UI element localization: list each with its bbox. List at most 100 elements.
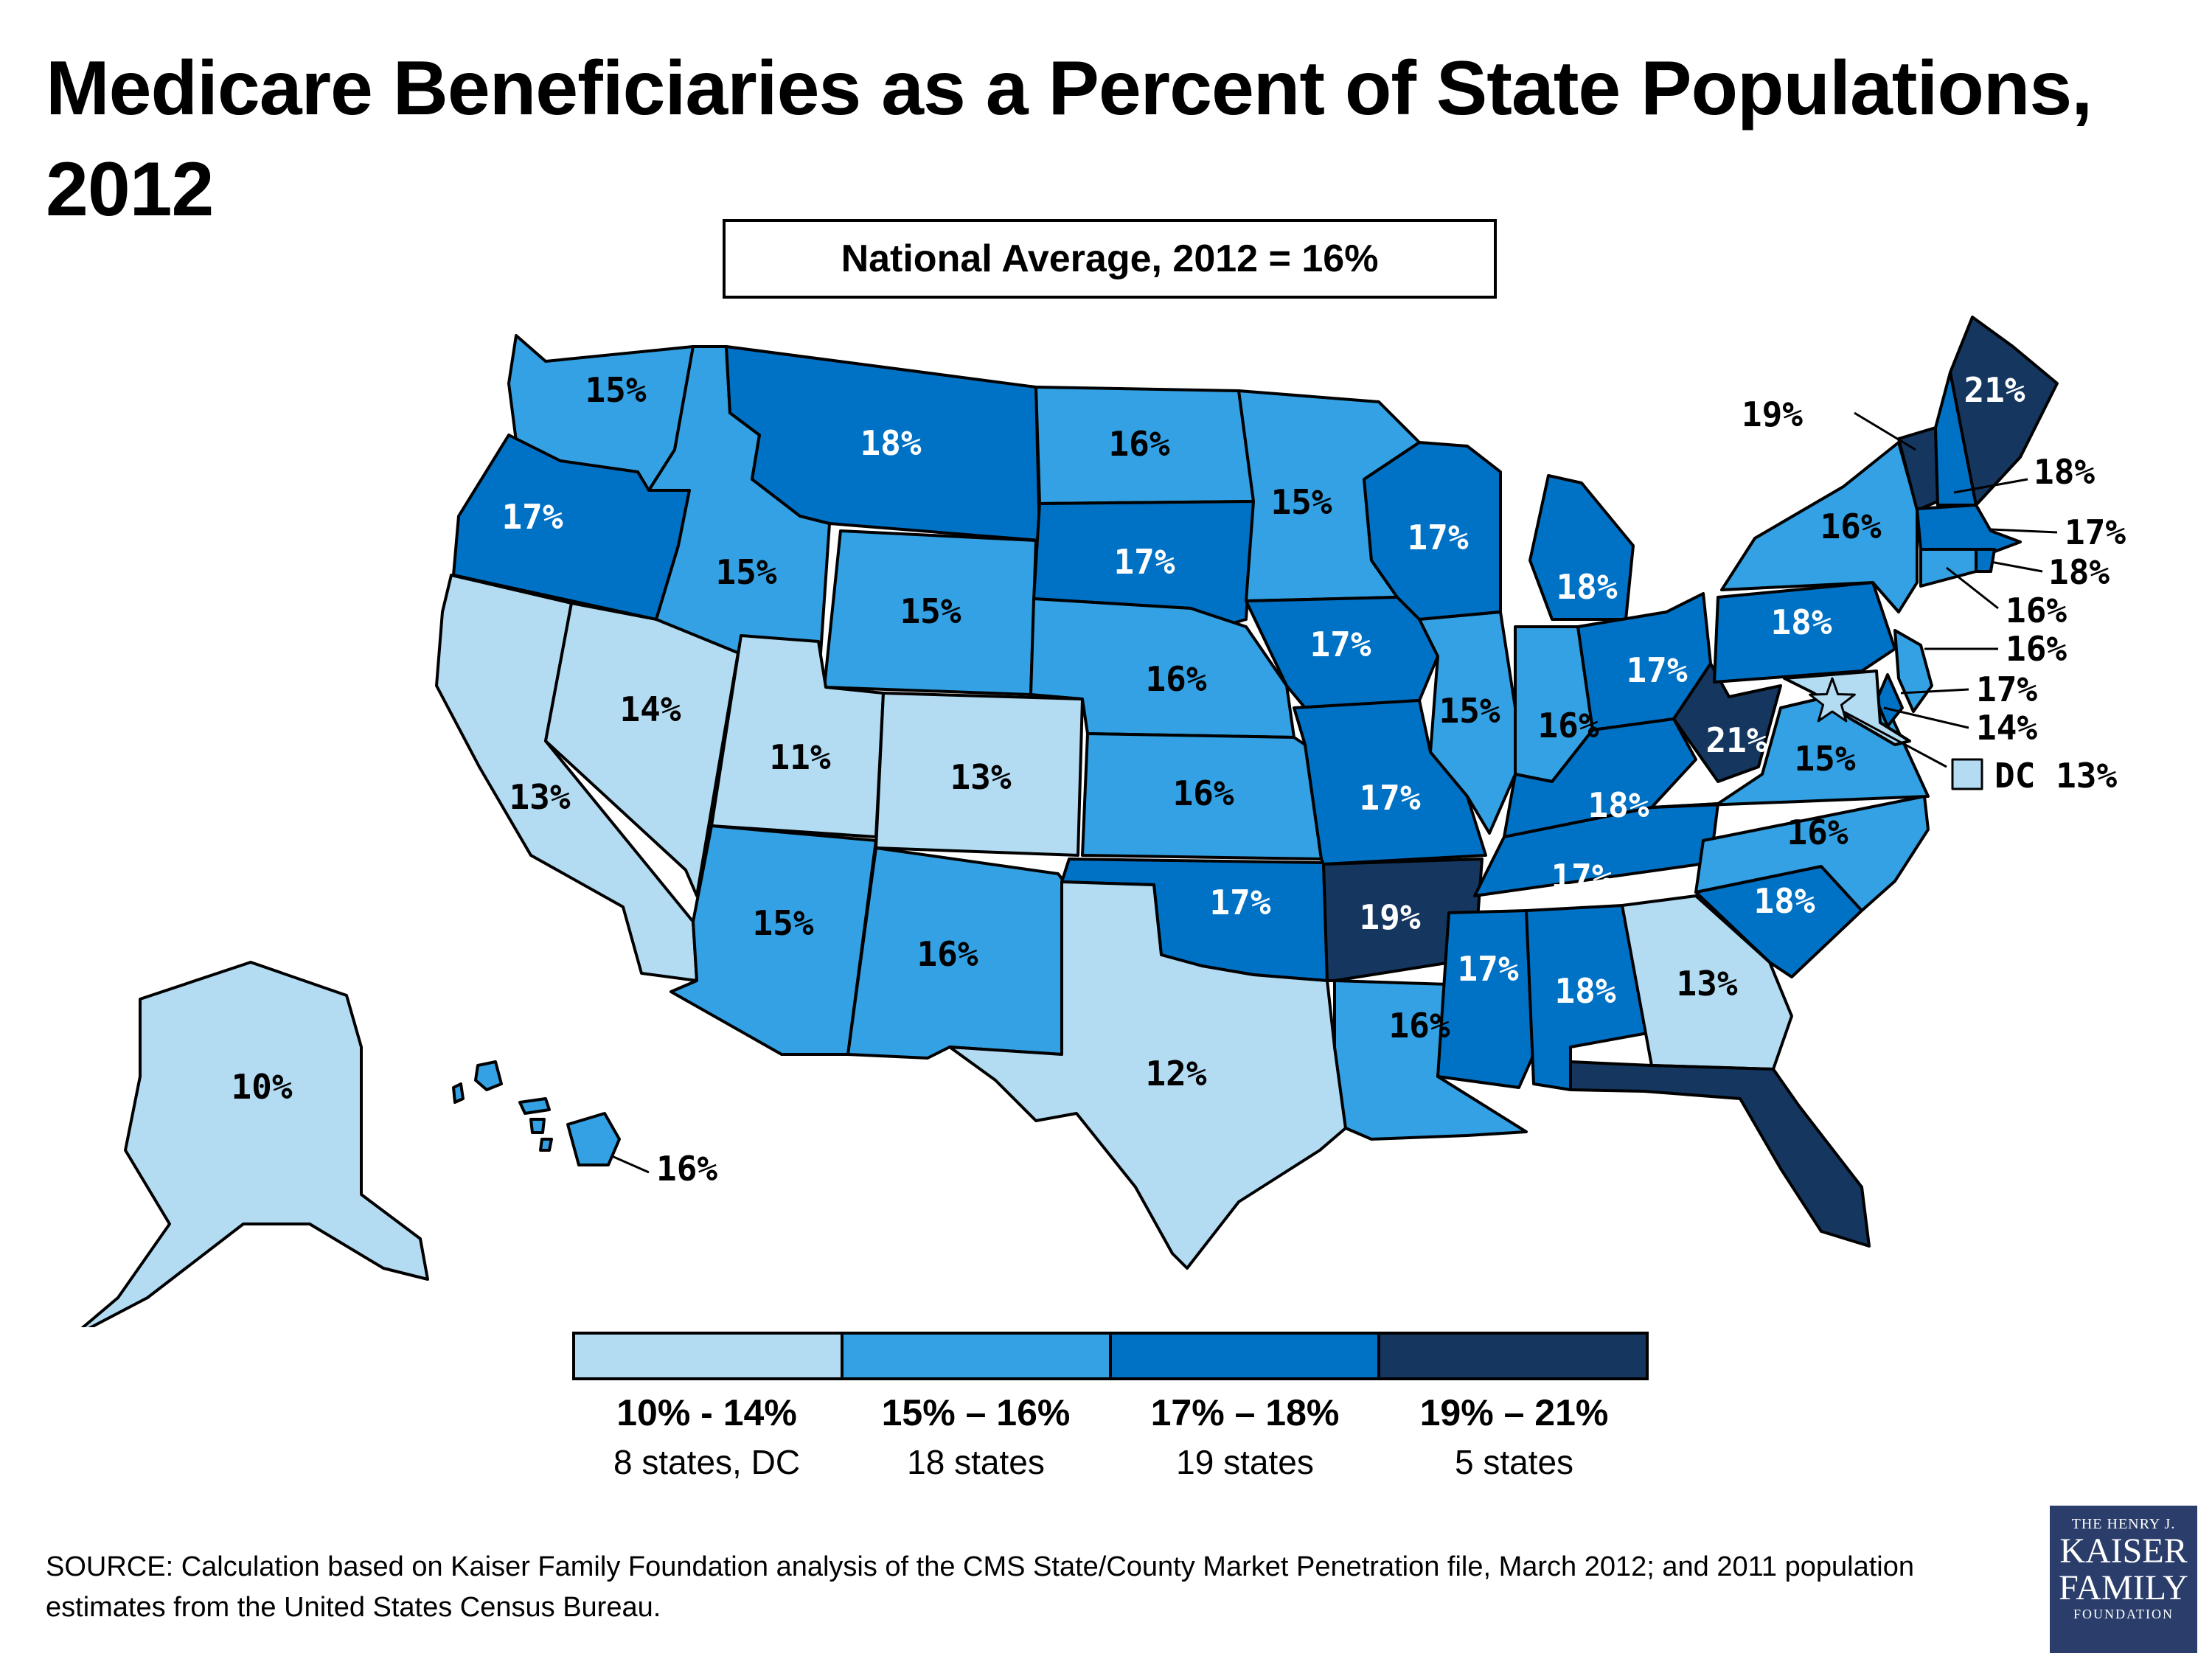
state-ct (1919, 548, 1978, 588)
state-label-ne: 16% (1145, 659, 1206, 699)
us-choropleth-map: DC 13%15%17%13%14%15%18%15%11% 13%15%16%1… (80, 316, 2126, 1327)
state-label-nh: 18% (2034, 452, 2095, 492)
state-label-nv: 14% (619, 689, 681, 729)
state-label-wv: 21% (1705, 720, 1767, 760)
state-label-mn: 15% (1270, 482, 1332, 522)
state-ak (80, 961, 429, 1327)
legend-item-2: 15% – 16% 18 states (841, 1389, 1110, 1488)
page-title: Medicare Beneficiaries as a Percent of S… (46, 46, 2093, 233)
state-label-wi: 17% (1407, 518, 1468, 557)
state-label-al: 18% (1554, 971, 1615, 1011)
state-label-fl: 19% (1812, 1093, 1874, 1133)
legend-item-1: 10% - 14% 8 states, DC (572, 1389, 841, 1488)
state-wv (1672, 662, 1782, 783)
dc-leader-line (1843, 710, 1947, 768)
state-label-nd: 16% (1108, 424, 1169, 464)
leader-line-ri (1990, 560, 2043, 573)
dc-star-icon (1809, 677, 1856, 723)
state-fl (1569, 1060, 1871, 1248)
state-tn (1473, 802, 1719, 897)
state-ar (1322, 858, 1484, 982)
state-label-ak: 10% (231, 1067, 292, 1107)
state-hi-island (529, 1118, 546, 1134)
logo-line: FOUNDATION (2073, 1607, 2174, 1621)
source-note: SOURCE: Calculation based on Kaiser Fami… (46, 1551, 1914, 1624)
state-label-mt: 18% (860, 423, 921, 463)
state-nc (1694, 795, 1930, 912)
kaiser-family-foundation-logo: THE HENRY J. KAISER FAMILY FOUNDATION (2050, 1506, 2197, 1653)
leader-line-ct (1946, 566, 1999, 610)
state-il (1418, 611, 1517, 835)
state-label-ma: 17% (2065, 512, 2126, 552)
legend-item-3: 17% – 18% 19 states (1110, 1389, 1380, 1488)
state-ms (1436, 909, 1535, 1089)
state-label-ca: 13% (509, 777, 570, 817)
legend-count: 5 states (1454, 1443, 1574, 1481)
state-hi-island (539, 1138, 553, 1152)
state-label-il: 15% (1439, 691, 1500, 731)
state-label-pa: 18% (1770, 602, 1832, 642)
state-label-ia: 17% (1310, 625, 1371, 664)
legend-swatch-4 (1380, 1335, 1646, 1377)
state-label-nc: 16% (1787, 813, 1848, 852)
legend-count: 18 states (907, 1443, 1045, 1481)
state-label-wy: 15% (900, 591, 961, 631)
state-label-me: 21% (1964, 370, 2025, 410)
legend-range: 17% – 18% (1150, 1392, 1340, 1433)
logo-line: THE HENRY J. (2071, 1516, 2176, 1532)
state-label-hi: 16% (656, 1149, 717, 1189)
legend-range: 19% – 21% (1419, 1392, 1609, 1433)
state-label-ct: 16% (2006, 591, 2067, 630)
state-hi-island (474, 1060, 503, 1091)
state-label-sc: 18% (1753, 881, 1815, 921)
leader-line-vt (1854, 411, 1916, 451)
legend-item-4: 19% – 21% 5 states (1380, 1389, 1649, 1488)
state-nj (1893, 629, 1933, 713)
state-label-tx: 12% (1145, 1054, 1206, 1093)
leader-line-de (1900, 688, 1969, 695)
state-mo (1293, 699, 1487, 866)
state-label-mo: 17% (1359, 778, 1420, 818)
dc-swatch (1951, 758, 1983, 790)
legend-swatch-1 (575, 1335, 844, 1377)
state-label-de: 17% (1976, 669, 2037, 709)
legend-swatch-2 (844, 1335, 1112, 1377)
state-label-ga: 13% (1676, 964, 1737, 1004)
state-label-ks: 16% (1172, 773, 1234, 813)
state-label-nj: 16% (2006, 629, 2067, 669)
legend-range: 15% – 16% (881, 1392, 1071, 1433)
leader-line-md (1883, 706, 1969, 729)
leader-line-hi (611, 1155, 650, 1174)
state-tx (948, 880, 1347, 1270)
state-label-az: 15% (752, 903, 813, 943)
leader-line-ma (1990, 528, 2058, 534)
state-label-tn: 17% (1551, 857, 1612, 897)
state-label-vt: 19% (1742, 394, 1803, 434)
legend-bar (572, 1332, 1649, 1380)
state-label-oh: 17% (1626, 650, 1687, 690)
state-label-ms: 17% (1457, 949, 1518, 989)
leader-line-nh (1953, 478, 2028, 494)
state-label-mi: 18% (1556, 567, 1617, 607)
state-co (874, 692, 1084, 857)
state-label-id: 15% (715, 552, 776, 592)
state-label-dc: DC 13% (1994, 756, 2117, 796)
state-label-ut: 11% (769, 737, 830, 777)
state-mi (1528, 474, 1635, 621)
state-label-ri: 18% (2048, 552, 2110, 592)
legend-swatch-3 (1112, 1335, 1380, 1377)
legend-labels: 10% - 14% 8 states, DC 15% – 16% 18 stat… (572, 1389, 1649, 1488)
state-hi (566, 1112, 621, 1166)
state-label-ny: 16% (1820, 507, 1881, 546)
state-label-ar: 19% (1359, 897, 1420, 937)
legend-count: 19 states (1176, 1443, 1314, 1481)
state-label-or: 17% (501, 497, 563, 537)
state-label-in: 16% (1537, 706, 1599, 745)
state-label-ky: 18% (1587, 785, 1649, 825)
state-label-sd: 17% (1113, 542, 1175, 582)
logo-line: FAMILY (2059, 1568, 2188, 1607)
state-label-ok: 17% (1209, 883, 1270, 922)
legend-range: 10% - 14% (616, 1392, 797, 1433)
national-average-box: National Average, 2012 = 16% (723, 219, 1497, 299)
state-label-wa: 15% (585, 370, 646, 410)
